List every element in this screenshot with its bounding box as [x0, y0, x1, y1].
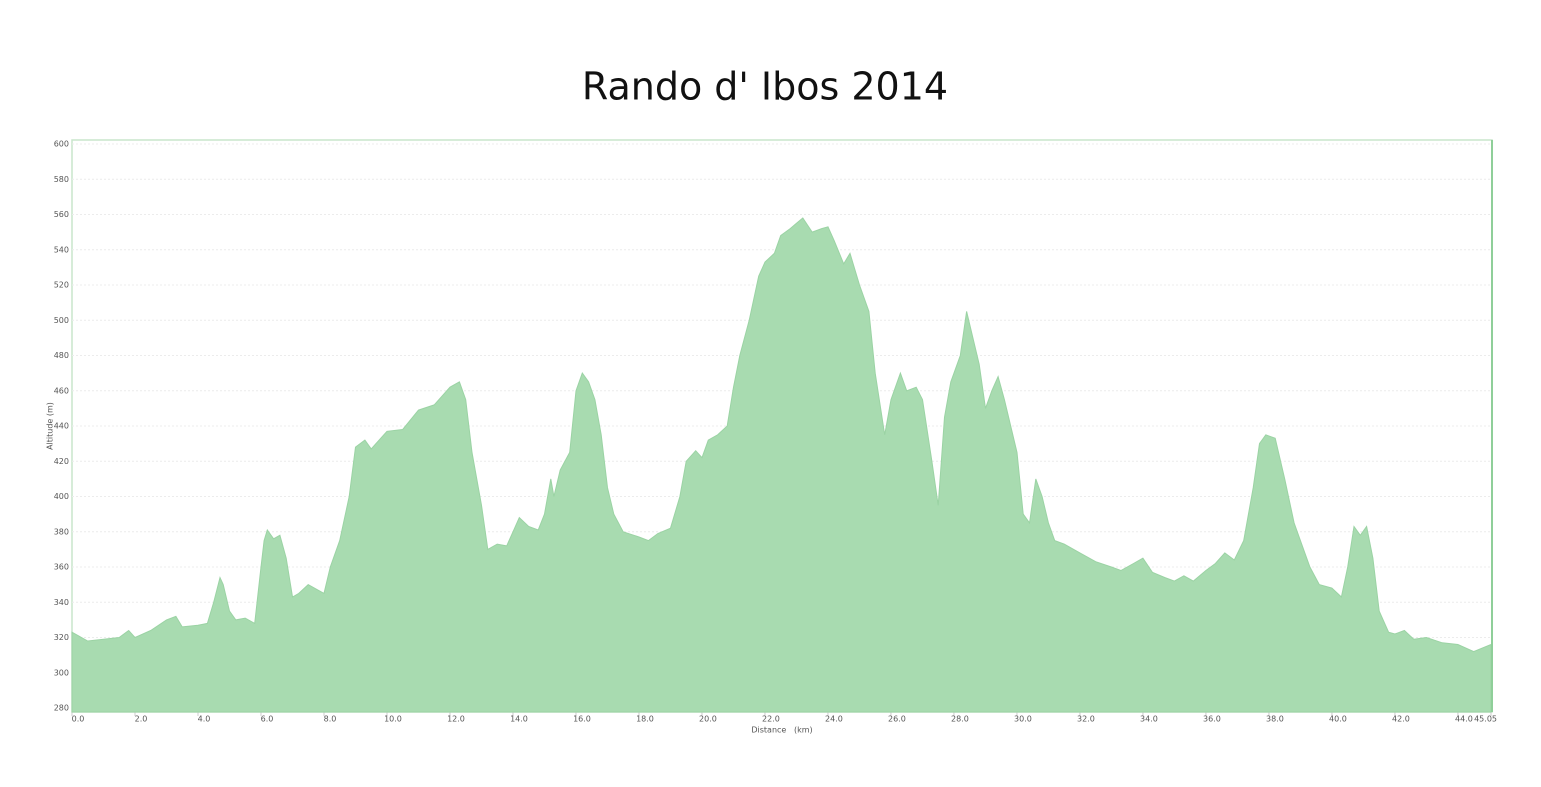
y-tick-label: 520: [54, 281, 69, 290]
x-tick-label: 16.0: [573, 715, 591, 724]
y-tick-label: 540: [54, 245, 69, 254]
y-tick-label: 300: [54, 668, 69, 677]
x-tick-label: 26.0: [888, 715, 906, 724]
x-tick-label: 12.0: [447, 715, 465, 724]
x-tick-label: 10.0: [384, 715, 402, 724]
x-tick-label: 38.0: [1266, 715, 1284, 724]
elevation-area: [71, 217, 1492, 713]
x-tick-label: 45.05: [1474, 715, 1497, 724]
y-tick-label: 400: [54, 492, 69, 501]
x-tick-label: 42.0: [1392, 715, 1410, 724]
x-tick-label: 36.0: [1203, 715, 1221, 724]
x-tick-label: 40.0: [1329, 715, 1347, 724]
y-tick-label: 320: [54, 633, 69, 642]
y-tick-label: 460: [54, 386, 69, 395]
y-tick-label: 600: [54, 140, 69, 149]
x-tick-label: 20.0: [699, 715, 717, 724]
x-tick-label: 30.0: [1014, 715, 1032, 724]
chart-title: Rando d' Ibos 2014: [582, 65, 948, 109]
x-tick-label: 6.0: [261, 715, 274, 724]
x-tick-label: 2.0: [135, 715, 148, 724]
x-tick-label: 28.0: [951, 715, 969, 724]
y-tick-label: 560: [54, 210, 69, 219]
x-tick-label: 8.0: [324, 715, 337, 724]
y-tick-label: 500: [54, 316, 69, 325]
y-tick-label: 480: [54, 351, 69, 360]
x-tick-label: 34.0: [1140, 715, 1158, 724]
y-tick-label: 380: [54, 527, 69, 536]
x-tick-label: 18.0: [636, 715, 654, 724]
y-tick-label: 340: [54, 598, 69, 607]
x-tick-label: 24.0: [825, 715, 843, 724]
y-tick-label: 360: [54, 563, 69, 572]
x-tick-label: 14.0: [510, 715, 528, 724]
x-tick-label: 0.0: [72, 715, 85, 724]
y-tick-label: 280: [54, 704, 69, 713]
x-tick-label: 44.0: [1455, 715, 1473, 724]
x-tick-label: 22.0: [762, 715, 780, 724]
x-axis-label: Distance (km): [751, 726, 812, 735]
y-tick-label: 420: [54, 457, 69, 466]
y-axis-label: Altitude (m): [46, 402, 55, 450]
y-tick-label: 440: [54, 422, 69, 431]
x-tick-label: 4.0: [198, 715, 211, 724]
x-tick-label: 32.0: [1077, 715, 1095, 724]
y-tick-label: 580: [54, 175, 69, 184]
